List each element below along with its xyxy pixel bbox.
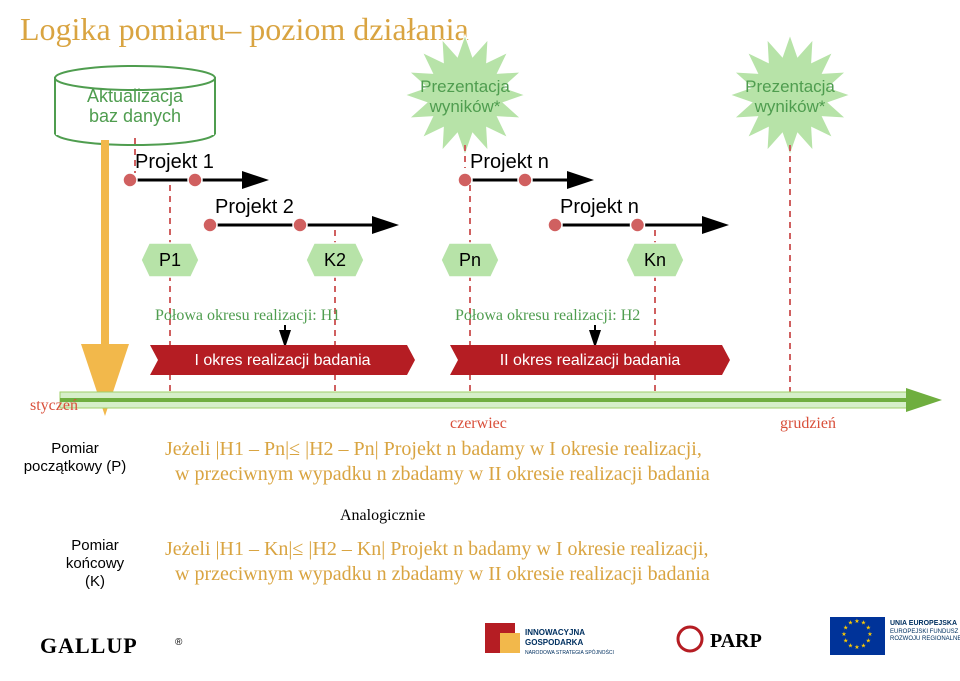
svg-text:★: ★ bbox=[854, 618, 859, 625]
svg-text:wyników*: wyników* bbox=[429, 97, 501, 116]
phase-2: II okres realizacji badania bbox=[450, 345, 730, 375]
rule1b: w przeciwnym wypadku n zbadamy w II okre… bbox=[175, 463, 710, 485]
svg-text:★: ★ bbox=[848, 642, 853, 649]
svg-text:P1: P1 bbox=[159, 250, 181, 270]
svg-text:baz danych: baz danych bbox=[89, 106, 181, 126]
logo-eu: ★★★★★★★★★★★★UNIA EUROPEJSKAEUROPEJSKI FU… bbox=[830, 617, 960, 655]
half-h2: Połowa okresu realizacji: H2 bbox=[455, 307, 640, 324]
hex-p1: P1 bbox=[141, 243, 199, 277]
rule2b: w przeciwnym wypadku n zbadamy w II okre… bbox=[175, 563, 710, 585]
db-cylinder: Aktualizacjabaz danych bbox=[55, 66, 215, 145]
phase-1: I okres realizacji badania bbox=[150, 345, 415, 375]
logo-ig: INNOWACYJNAGOSPODARKANARODOWA STRATEGIA … bbox=[485, 623, 614, 656]
svg-text:INNOWACYJNA: INNOWACYJNA bbox=[525, 628, 585, 637]
svg-text:★: ★ bbox=[841, 631, 846, 638]
svg-text:Projekt n: Projekt n bbox=[470, 151, 549, 173]
svg-text:Prezentacja: Prezentacja bbox=[745, 77, 835, 96]
diagram-canvas: Logika pomiaru– poziom działania Aktualiz… bbox=[0, 0, 960, 681]
svg-text:Projekt 1: Projekt 1 bbox=[135, 151, 214, 173]
project-2: Projekt 2 bbox=[203, 196, 390, 232]
svg-text:Projekt 2: Projekt 2 bbox=[215, 196, 294, 218]
rule2a: Jeżeli |H1 – Kn|≤ |H2 – Kn| Projekt n ba… bbox=[165, 538, 709, 560]
svg-text:UNIA EUROPEJSKA: UNIA EUROPEJSKA bbox=[890, 620, 957, 627]
pomiar-p-2: początkowy (P) bbox=[24, 458, 127, 475]
svg-text:Kn: Kn bbox=[644, 250, 666, 270]
svg-text:PARP: PARP bbox=[710, 630, 762, 652]
svg-text:K2: K2 bbox=[324, 250, 346, 270]
svg-text:NARODOWA STRATEGIA SPÓJNOŚCI: NARODOWA STRATEGIA SPÓJNOŚCI bbox=[525, 648, 614, 656]
hex-k2: K2 bbox=[306, 243, 364, 277]
svg-text:★: ★ bbox=[854, 644, 859, 651]
logo-gallup: GALLUP bbox=[40, 633, 138, 658]
svg-text:I okres realizacji badania: I okres realizacji badania bbox=[194, 352, 370, 369]
svg-text:★: ★ bbox=[867, 631, 872, 638]
svg-text:Pn: Pn bbox=[459, 250, 481, 270]
half-h1: Połowa okresu realizacji: H1 bbox=[155, 307, 340, 324]
svg-text:★: ★ bbox=[866, 638, 871, 645]
svg-text:wyników*: wyników* bbox=[754, 97, 826, 116]
svg-text:II okres realizacji badania: II okres realizacji badania bbox=[500, 352, 681, 369]
analog: Analogicznie bbox=[340, 507, 425, 524]
pomiar-p-1: Pomiar bbox=[51, 440, 99, 457]
rule1a: Jeżeli |H1 – Pn|≤ |H2 – Pn| Projekt n ba… bbox=[165, 438, 702, 460]
pomiar-k-3: (K) bbox=[85, 573, 105, 590]
svg-text:ROZWOJU REGIONALNEGO: ROZWOJU REGIONALNEGO bbox=[890, 636, 960, 642]
project-n-bot: Projekt n bbox=[548, 196, 720, 232]
hex-kn: Kn bbox=[626, 243, 684, 277]
pomiar-k-1: Pomiar bbox=[71, 537, 119, 554]
svg-text:Projekt n: Projekt n bbox=[560, 196, 639, 218]
pomiar-k-2: końcowy bbox=[66, 555, 125, 572]
month-left: styczeń bbox=[30, 397, 78, 414]
burst-right: Prezentacjawyników* bbox=[730, 35, 850, 155]
svg-text:★: ★ bbox=[866, 625, 871, 632]
project-n-top: Projekt n bbox=[458, 151, 585, 187]
month-mid: czerwiec bbox=[450, 415, 507, 432]
svg-text:EUROPEJSKI FUNDUSZ: EUROPEJSKI FUNDUSZ bbox=[890, 629, 959, 635]
svg-text:★: ★ bbox=[843, 638, 848, 645]
svg-text:Prezentacja: Prezentacja bbox=[420, 77, 510, 96]
burst-left: Prezentacjawyników* bbox=[405, 35, 525, 155]
svg-text:★: ★ bbox=[861, 642, 866, 649]
hex-pn: Pn bbox=[441, 243, 499, 277]
svg-text:Aktualizacja: Aktualizacja bbox=[87, 86, 184, 106]
month-right: grudzień bbox=[780, 415, 836, 432]
project-1: Projekt 1 bbox=[123, 151, 260, 187]
svg-text:GOSPODARKA: GOSPODARKA bbox=[525, 638, 583, 647]
svg-text:®: ® bbox=[175, 637, 183, 648]
svg-text:★: ★ bbox=[848, 620, 853, 627]
page-title: Logika pomiaru– poziom działania bbox=[20, 11, 469, 47]
logo-parp: PARP bbox=[678, 627, 762, 652]
